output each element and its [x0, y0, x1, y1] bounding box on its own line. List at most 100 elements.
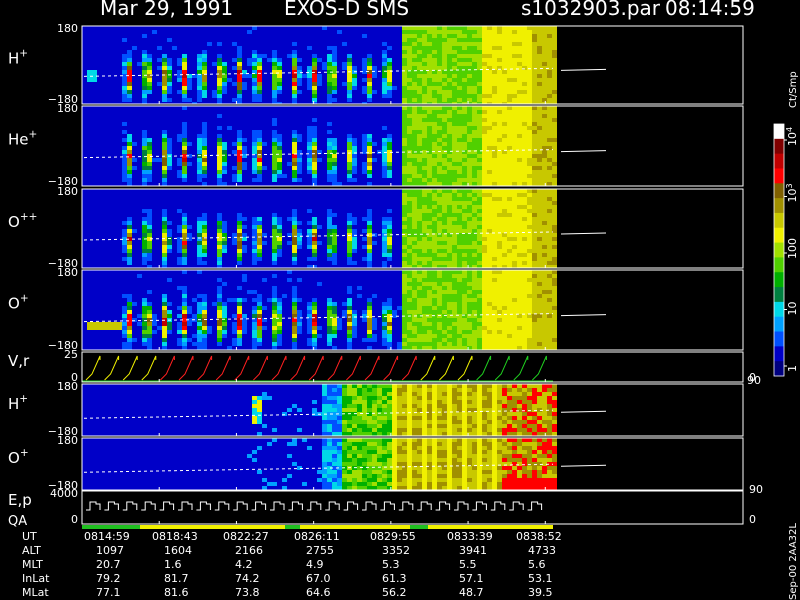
heatmap-cell	[432, 30, 437, 34]
heatmap-cell	[397, 106, 402, 110]
heatmap-cell	[282, 90, 287, 94]
heatmap-cell	[377, 110, 382, 114]
heatmap-cell	[312, 197, 317, 201]
heatmap-cell	[277, 189, 282, 193]
heatmap-cell	[192, 30, 197, 34]
heatmap-cell	[532, 154, 537, 158]
heatmap-cell	[222, 229, 227, 233]
heatmap-cell	[102, 114, 107, 118]
heatmap-cell	[367, 70, 372, 74]
heatmap-cell	[177, 170, 182, 174]
heatmap-cell	[172, 110, 177, 114]
heatmap-cell	[422, 158, 427, 162]
heatmap-cell	[142, 193, 147, 197]
heatmap-cell	[247, 30, 252, 34]
heatmap-cell	[317, 150, 322, 154]
heatmap-cell	[242, 126, 247, 130]
heatmap-cell	[182, 249, 187, 253]
heatmap-cell	[87, 94, 92, 98]
heatmap-cell	[222, 70, 227, 74]
heatmap-cell	[182, 146, 187, 150]
heatmap-cell	[157, 34, 162, 38]
heatmap-cell	[132, 174, 137, 178]
heatmap-cell	[462, 166, 467, 170]
heatmap-cell	[442, 66, 447, 70]
heatmap-cell	[307, 110, 312, 114]
heatmap-cell	[197, 257, 202, 261]
heatmap-cell	[327, 50, 332, 54]
heatmap-cell	[237, 78, 242, 82]
heatmap-cell	[142, 261, 147, 265]
heatmap-cell	[227, 174, 232, 178]
heatmap-cell	[347, 146, 352, 150]
heatmap-cell	[272, 110, 277, 114]
heatmap-cell	[292, 146, 297, 150]
heatmap-cell	[172, 233, 177, 237]
heatmap-cell	[262, 106, 267, 110]
heatmap-cell	[232, 201, 237, 205]
heatmap-cell	[517, 66, 522, 70]
heatmap-cell	[162, 233, 167, 237]
heatmap-cell	[222, 189, 227, 193]
heatmap-cell	[457, 154, 462, 158]
heatmap-cell	[167, 261, 172, 265]
heatmap-cell	[257, 122, 262, 126]
heatmap-cell	[312, 146, 317, 150]
heatmap-cell	[332, 257, 337, 261]
heatmap-cell	[502, 66, 507, 70]
heatmap-cell	[207, 249, 212, 253]
heatmap-cell	[227, 146, 232, 150]
heatmap-cell	[162, 253, 167, 257]
heatmap-cell	[282, 134, 287, 138]
heatmap-cell	[512, 182, 517, 186]
heatmap-cell	[507, 82, 512, 86]
heatmap-cell	[217, 74, 222, 78]
heatmap-cell	[502, 182, 507, 186]
heatmap-cell	[392, 82, 397, 86]
heatmap-cell	[537, 98, 542, 102]
heatmap-cell	[262, 58, 267, 62]
heatmap-cell	[332, 193, 337, 197]
heatmap-cell	[232, 146, 237, 150]
heatmap-cell	[287, 257, 292, 261]
heatmap-cell	[97, 174, 102, 178]
heatmap-cell	[197, 205, 202, 209]
heatmap-cell	[287, 245, 292, 249]
heatmap-cell	[387, 102, 392, 104]
heatmap-cell	[112, 50, 117, 54]
heatmap-cell	[377, 134, 382, 138]
heatmap-cell	[277, 249, 282, 253]
heatmap-cell	[447, 98, 452, 102]
heatmap-cell	[122, 114, 127, 118]
heatmap-cell	[342, 110, 347, 114]
heatmap-cell	[142, 138, 147, 142]
heatmap-cell	[237, 42, 242, 46]
heatmap-cell	[87, 58, 92, 62]
heatmap-cell	[212, 154, 217, 158]
heatmap-cell	[87, 193, 92, 197]
heatmap-cell	[452, 98, 457, 102]
heatmap-cell	[177, 209, 182, 213]
heatmap-cell	[87, 146, 92, 150]
heatmap-cell	[417, 110, 422, 114]
heatmap-cell	[117, 114, 122, 118]
heatmap-cell	[192, 197, 197, 201]
heatmap-cell	[202, 245, 207, 249]
heatmap-cell	[427, 46, 432, 50]
heatmap-cell	[407, 98, 412, 102]
heatmap-cell	[192, 138, 197, 142]
heatmap-cell	[312, 94, 317, 98]
heatmap-cell	[387, 66, 392, 70]
heatmap-cell	[307, 217, 312, 221]
heatmap-cell	[272, 34, 277, 38]
heatmap-cell	[452, 178, 457, 182]
heatmap-cell	[262, 130, 267, 134]
heatmap-cell	[117, 182, 122, 186]
heatmap-cell	[282, 30, 287, 34]
heatmap-cell	[287, 166, 292, 170]
heatmap-cell	[487, 54, 492, 58]
heatmap-cell	[117, 134, 122, 138]
heatmap-cell	[197, 138, 202, 142]
heatmap-cell	[207, 126, 212, 130]
heatmap-cell	[327, 166, 332, 170]
